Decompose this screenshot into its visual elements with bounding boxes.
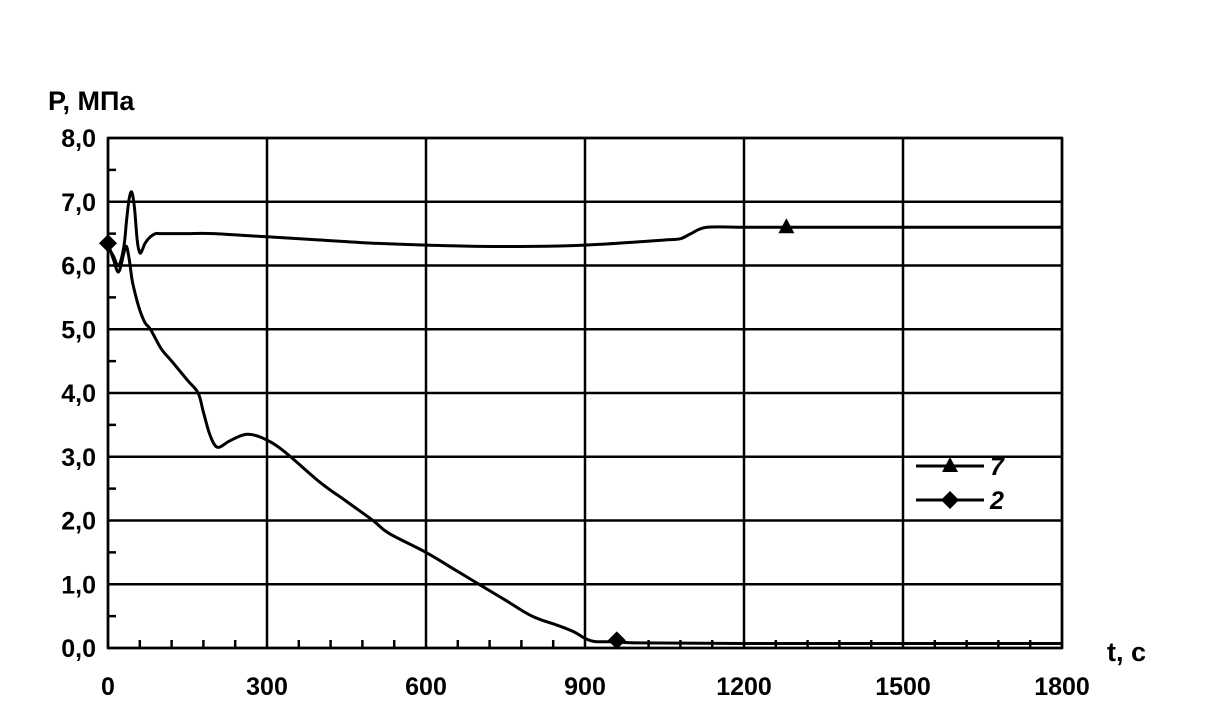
legend-label-2: 2 — [989, 487, 1004, 515]
series-line-7 — [106, 190, 1062, 268]
series-marker-2 — [99, 234, 117, 253]
x-tick-label: 1500 — [875, 673, 931, 701]
y-tick-label: 8,0 — [61, 125, 96, 153]
x-axis-title: t, c — [1107, 637, 1146, 667]
x-tick-label: 900 — [564, 673, 606, 701]
y-tick-label: 7,0 — [61, 189, 96, 217]
series-lines — [99, 190, 1062, 650]
legend-marker-2 — [941, 491, 959, 509]
y-tick-label: 4,0 — [61, 380, 96, 408]
x-tick-label: 0 — [101, 673, 115, 701]
x-tick-label: 1200 — [716, 673, 772, 701]
y-axis-title: P, МПа — [48, 86, 135, 116]
legend-label-7: 7 — [990, 453, 1005, 481]
legend-marker-7 — [942, 457, 958, 472]
y-tick-label: 6,0 — [61, 253, 96, 281]
tick-labels: 0,0 1,0 2,0 3,0 4,0 5,0 6,0 7,0 8,0 0 300 600 900 120… — [61, 125, 1090, 701]
y-tick-label: 5,0 — [61, 316, 96, 344]
grid — [106, 136, 1064, 650]
y-tick-label: 2,0 — [61, 508, 96, 536]
y-tick-label: 1,0 — [61, 571, 96, 599]
legend: 72 — [916, 453, 1005, 515]
x-tick-label: 300 — [246, 673, 288, 701]
series-marker-2 — [607, 631, 626, 650]
x-tick-label: 600 — [405, 673, 447, 701]
series-marker-7 — [778, 218, 795, 234]
x-tick-label: 1800 — [1034, 673, 1090, 701]
y-tick-label: 3,0 — [61, 444, 96, 472]
series-line-2 — [106, 242, 1062, 646]
y-tick-label: 0,0 — [61, 635, 96, 663]
